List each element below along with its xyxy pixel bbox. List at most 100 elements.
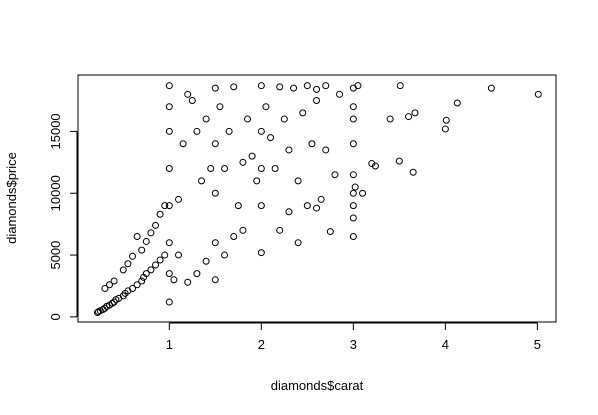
data-point — [336, 90, 344, 98]
data-point — [108, 299, 116, 307]
data-point — [257, 202, 265, 210]
data-point — [326, 228, 334, 236]
data-point — [441, 125, 449, 133]
data-point — [354, 82, 362, 90]
data-point — [331, 171, 339, 179]
data-point — [202, 257, 210, 265]
data-point — [396, 82, 404, 90]
data-point — [193, 270, 201, 278]
data-point — [142, 270, 150, 278]
data-point — [124, 260, 132, 268]
data-point — [202, 115, 210, 123]
data-point — [133, 233, 141, 241]
data-point — [395, 157, 403, 165]
data-point — [211, 239, 219, 247]
data-point — [276, 226, 284, 234]
data-point — [294, 239, 302, 247]
data-point — [285, 208, 293, 216]
data-point — [221, 165, 229, 173]
data-point — [349, 171, 357, 179]
plot-frame — [77, 74, 557, 323]
data-point — [119, 266, 127, 274]
data-point — [257, 249, 265, 257]
data-point — [101, 284, 109, 292]
data-point — [244, 115, 252, 123]
data-point — [290, 84, 298, 92]
data-point — [179, 140, 187, 148]
data-point — [308, 140, 316, 148]
x-tick-label: 1 — [166, 337, 173, 352]
data-point — [147, 229, 155, 237]
data-point — [303, 82, 311, 90]
data-point — [211, 276, 219, 284]
data-point — [170, 276, 178, 284]
data-point — [239, 158, 247, 166]
data-point — [248, 152, 256, 160]
data-point — [487, 84, 495, 92]
data-point — [165, 270, 173, 278]
data-point — [184, 90, 192, 98]
data-point — [234, 202, 242, 210]
data-point — [262, 103, 270, 111]
data-point — [257, 82, 265, 90]
x-tick-label: 3 — [350, 337, 357, 352]
data-point — [129, 284, 137, 292]
data-point — [211, 84, 219, 92]
y-tick-label: 10000 — [48, 175, 63, 211]
data-point — [239, 226, 247, 234]
data-point — [216, 103, 224, 111]
data-point — [409, 168, 417, 176]
data-point — [405, 113, 413, 121]
data-point — [129, 252, 137, 260]
data-point — [188, 97, 196, 105]
y-axis: 0 5000 10000 15000 — [48, 113, 78, 320]
data-point — [184, 278, 192, 286]
data-point — [165, 239, 173, 247]
data-point — [299, 109, 307, 117]
data-point — [106, 281, 114, 289]
data-point — [138, 246, 146, 254]
data-point — [156, 256, 164, 264]
y-axis-label: diamonds$price — [4, 152, 19, 244]
data-point — [534, 90, 542, 98]
data-point — [198, 177, 206, 185]
x-axis: 1 2 3 4 5 — [166, 322, 541, 352]
data-point — [294, 177, 302, 185]
data-point — [322, 146, 330, 154]
data-point — [142, 237, 150, 245]
data-point — [161, 202, 169, 210]
data-point — [152, 261, 160, 269]
data-point — [285, 146, 293, 154]
data-point — [156, 210, 164, 218]
data-point — [276, 83, 284, 91]
data-point — [230, 83, 238, 91]
y-tick-label: 15000 — [48, 113, 63, 149]
data-point — [322, 82, 330, 90]
data-point — [349, 103, 357, 111]
data-point — [221, 251, 229, 259]
data-point — [351, 183, 359, 191]
data-point — [207, 165, 215, 173]
data-point — [303, 202, 311, 210]
data-point — [165, 82, 173, 90]
y-tick-label: 0 — [48, 313, 63, 320]
data-point — [165, 202, 173, 210]
y-tick-label: 5000 — [48, 241, 63, 270]
data-point — [317, 195, 325, 203]
data-point — [175, 195, 183, 203]
data-point — [280, 115, 288, 123]
data-point — [267, 134, 275, 142]
data-point — [152, 221, 160, 229]
x-tick-label: 5 — [534, 337, 541, 352]
data-point — [442, 116, 450, 124]
data-point — [349, 214, 357, 222]
data-point — [349, 202, 357, 210]
data-point — [230, 233, 238, 241]
data-point — [211, 140, 219, 148]
data-point — [165, 127, 173, 135]
data-point — [110, 277, 118, 285]
data-point — [349, 189, 357, 197]
data-point — [165, 165, 173, 173]
data-point — [165, 298, 173, 306]
data-point — [271, 165, 279, 173]
